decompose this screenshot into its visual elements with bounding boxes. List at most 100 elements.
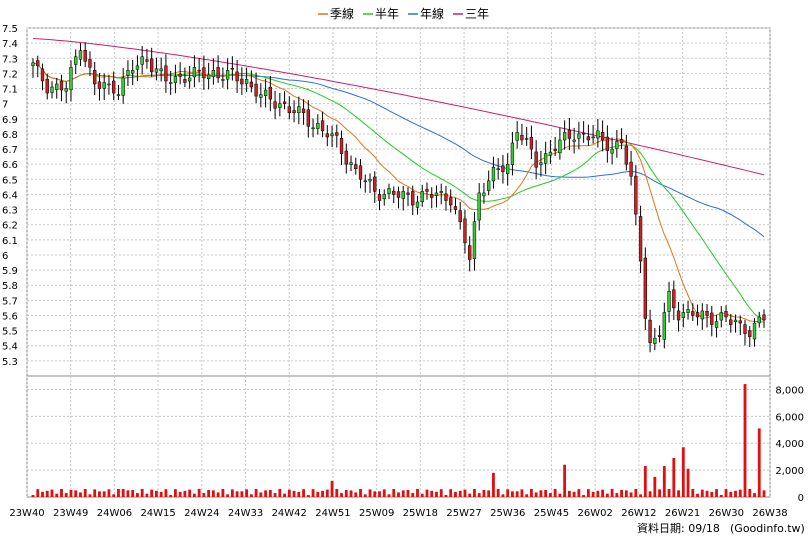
candle bbox=[344, 143, 348, 174]
candle bbox=[577, 121, 581, 150]
candle bbox=[392, 186, 396, 204]
candle bbox=[278, 92, 282, 117]
price-tick-label: 6.7 bbox=[2, 145, 18, 156]
candle-body bbox=[263, 89, 268, 96]
candle bbox=[729, 313, 733, 333]
volume-bar bbox=[501, 494, 505, 497]
volume-bar bbox=[264, 490, 268, 497]
volume-bar bbox=[321, 490, 324, 497]
volume-tick-label: 8,000 bbox=[775, 385, 804, 396]
candle bbox=[183, 67, 187, 88]
candle bbox=[667, 281, 671, 323]
volume-bar bbox=[458, 490, 462, 497]
candle-body bbox=[558, 139, 562, 154]
volume-bar bbox=[112, 494, 116, 497]
candle-body bbox=[752, 322, 757, 340]
candle bbox=[50, 81, 54, 99]
candle bbox=[487, 170, 491, 196]
footer: 資料日期: 09/18 (Goodinfo.tw) bbox=[637, 521, 805, 535]
candle-body bbox=[197, 69, 201, 72]
volume-bar bbox=[178, 491, 182, 497]
x-tick-label: 26W38 bbox=[752, 508, 787, 519]
candle-body bbox=[354, 164, 358, 169]
volume-bar bbox=[719, 494, 723, 497]
volume-tick-label: 0 bbox=[798, 493, 804, 504]
candle bbox=[131, 60, 135, 86]
volume-bar bbox=[311, 489, 315, 497]
candle-body bbox=[529, 137, 534, 150]
volume-bar bbox=[245, 489, 249, 497]
volume-bar bbox=[230, 489, 234, 497]
volume-bar bbox=[363, 494, 367, 497]
volume-bar bbox=[297, 491, 301, 497]
candle bbox=[700, 303, 704, 330]
candle bbox=[686, 300, 690, 320]
candle-body bbox=[335, 132, 339, 136]
candle-body bbox=[112, 80, 116, 94]
price-tick-label: 6.9 bbox=[2, 115, 18, 126]
candle bbox=[477, 183, 481, 231]
candle-body bbox=[662, 312, 666, 340]
candle bbox=[116, 84, 121, 100]
candle bbox=[724, 305, 728, 323]
candle bbox=[562, 120, 567, 150]
volume-bar bbox=[69, 489, 73, 497]
candle bbox=[719, 306, 723, 328]
volume-bar bbox=[586, 489, 590, 497]
volume-bar bbox=[487, 490, 491, 497]
candle-body bbox=[368, 179, 372, 182]
candle bbox=[97, 73, 102, 101]
candle bbox=[240, 67, 244, 95]
candle bbox=[74, 49, 78, 75]
candle bbox=[411, 185, 415, 215]
candle-body bbox=[316, 123, 320, 129]
candle bbox=[126, 60, 130, 87]
volume-bar bbox=[691, 488, 695, 497]
candle-body bbox=[506, 163, 510, 174]
candle-body bbox=[686, 309, 690, 314]
candle bbox=[743, 319, 747, 346]
candle bbox=[316, 114, 320, 135]
candle bbox=[93, 61, 97, 96]
volume-bar bbox=[643, 466, 647, 497]
x-tick-label: 26W21 bbox=[665, 508, 700, 519]
x-tick-label: 26W02 bbox=[578, 508, 613, 519]
price-tick-label: 7.2 bbox=[2, 69, 18, 80]
volume-bar bbox=[582, 494, 586, 497]
legend-item-1: 半年 bbox=[363, 7, 399, 21]
candle bbox=[112, 71, 116, 101]
volume-bar bbox=[420, 493, 424, 497]
candle-body bbox=[643, 257, 647, 319]
price-tick-label: 6.4 bbox=[2, 190, 18, 201]
price-tick-label: 7.3 bbox=[2, 54, 18, 65]
volume-bar bbox=[401, 490, 405, 497]
candle bbox=[107, 74, 111, 95]
candle-body bbox=[107, 83, 111, 86]
volume-bar bbox=[667, 489, 671, 497]
candle-body bbox=[619, 139, 624, 144]
volume-bar bbox=[316, 491, 320, 497]
candle-body bbox=[586, 136, 591, 141]
volume-bar bbox=[121, 488, 125, 497]
candle bbox=[306, 100, 310, 138]
candle bbox=[273, 90, 277, 120]
candle-body bbox=[140, 56, 144, 65]
candle bbox=[468, 236, 472, 272]
volume-bar bbox=[492, 472, 495, 497]
candle bbox=[472, 212, 477, 271]
candle bbox=[520, 123, 524, 146]
source-label: (Goodinfo.tw) bbox=[730, 522, 805, 535]
x-tick-label: 25W45 bbox=[534, 508, 569, 519]
volume-bar bbox=[439, 489, 443, 497]
candle bbox=[301, 99, 306, 125]
candle bbox=[187, 65, 192, 89]
volume-bar bbox=[738, 489, 742, 497]
candle bbox=[539, 150, 543, 177]
candle bbox=[64, 81, 68, 104]
candle bbox=[263, 78, 268, 108]
price-tick-label: 7.5 bbox=[2, 24, 18, 35]
x-tick-label: 23W40 bbox=[9, 508, 44, 519]
candle-body bbox=[695, 312, 700, 318]
volume-bar bbox=[515, 491, 519, 497]
